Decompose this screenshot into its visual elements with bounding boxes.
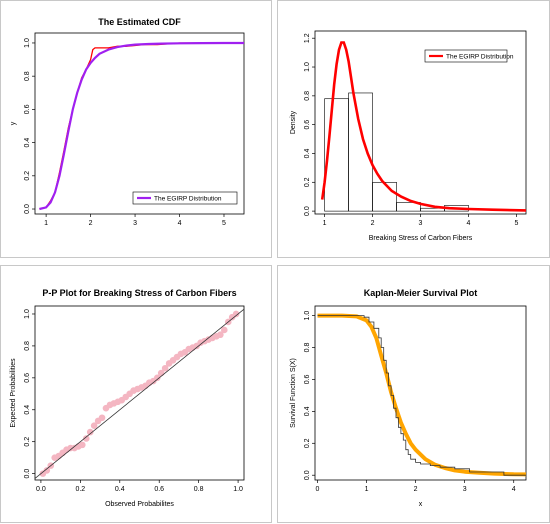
scatter-point xyxy=(79,441,86,449)
scatter-point xyxy=(220,326,228,334)
y-tick-label: 0.0 xyxy=(304,470,311,480)
x-tick-label: 1.0 xyxy=(233,486,243,493)
y-tick-label: 0.6 xyxy=(304,120,311,130)
x-tick-label: 1 xyxy=(323,220,327,227)
y-tick-label: 0.4 xyxy=(24,138,31,148)
y-tick-label: 0.0 xyxy=(24,204,31,214)
x-tick-label: 4 xyxy=(467,220,471,227)
x-tick-label: 0.8 xyxy=(194,486,204,493)
y-tick-label: 0.0 xyxy=(24,469,31,479)
histogram-bar xyxy=(396,202,421,212)
x-tick-label: 5 xyxy=(222,220,226,227)
x-tick-label: 0.6 xyxy=(154,486,164,493)
y-tick-label: 0.8 xyxy=(304,91,311,101)
y-tick-label: 0.2 xyxy=(304,438,311,448)
y-axis-label: y xyxy=(10,121,17,125)
y-tick-label: 1.2 xyxy=(304,33,311,43)
reference-line xyxy=(34,308,245,479)
scatter-point xyxy=(217,331,224,339)
x-tick-label: 2 xyxy=(414,486,418,493)
y-tick-label: 0.6 xyxy=(24,373,31,383)
x-tick-label: 2 xyxy=(371,220,375,227)
x-axis-label: Breaking Stress of Carbon Fibers xyxy=(369,235,473,242)
scatter-point xyxy=(82,435,90,442)
y-tick-label: 0.4 xyxy=(24,405,31,415)
plot-frame xyxy=(34,32,245,215)
y-tick-label: 0.0 xyxy=(304,206,311,216)
scatter-point xyxy=(86,428,94,436)
scatter-point xyxy=(90,422,98,430)
scatter-point xyxy=(43,467,51,474)
x-tick-label: 3 xyxy=(419,220,423,227)
x-tick-label: 2 xyxy=(89,220,93,227)
scatter-point xyxy=(161,364,169,372)
estimated-cdf-chart: 1 2 3 4 5 0.0 0.2 0.4 0.6 0.8 1.0 The Estimated CDF… xyxy=(10,17,245,227)
y-tick-label: 0.4 xyxy=(304,149,311,159)
series-step-kaplan-meier xyxy=(317,315,526,476)
x-tick-label: 4 xyxy=(512,486,516,493)
scatter-point xyxy=(98,414,106,422)
x-axis-label: Observed Probabilites xyxy=(105,501,174,508)
panel-density-histogram: 1 2 3 4 5 0.0 0.2 0.4 0.6 0.8 1.0 1.2 Breaking Stres… xyxy=(277,0,550,258)
plot-frame xyxy=(34,305,245,481)
y-tick-label: 0.8 xyxy=(24,71,31,81)
series-line-fitted-survival xyxy=(317,313,527,477)
series-line-egirp-density xyxy=(320,41,527,212)
x-axis-label: x xyxy=(419,501,423,508)
x-tick-label: 4 xyxy=(178,220,182,227)
y-tick-label: 0.4 xyxy=(304,406,311,416)
legend-box xyxy=(424,49,508,63)
x-tick-label: 0.0 xyxy=(36,486,46,493)
y-tick-label: 0.8 xyxy=(304,343,311,353)
y-axis-label: Density xyxy=(290,110,297,134)
y-axis-label: Expected Probabilities xyxy=(10,358,17,428)
histogram-bar xyxy=(348,92,373,212)
legend-label: The EGIRP Distribution xyxy=(154,196,222,203)
histogram-bar xyxy=(372,181,397,212)
scatter-point xyxy=(232,310,240,318)
chart-title: Kaplan-Meier Survival Plot xyxy=(364,288,478,298)
y-axis-label: Survival Function S(X) xyxy=(290,358,297,428)
y-tick-label: 1.0 xyxy=(304,311,311,321)
panel-estimated-cdf: 1 2 3 4 5 0.0 0.2 0.4 0.6 0.8 1.0 The Estimated CDF… xyxy=(0,0,272,258)
x-tick-label: 0.4 xyxy=(115,486,125,493)
x-tick-label: 3 xyxy=(133,220,137,227)
y-tick-label: 1.0 xyxy=(304,62,311,72)
y-tick-label: 0.6 xyxy=(304,374,311,384)
scatter-point xyxy=(153,374,161,382)
x-tick-label: 0.2 xyxy=(75,486,85,493)
x-tick-label: 0 xyxy=(316,486,320,493)
legend-box xyxy=(132,191,238,205)
panel-pp-plot: 0.0 0.2 0.4 0.6 0.8 1.0 0.0 0.2 0.4 0.6 0.8 1.0 P-P … xyxy=(0,265,272,523)
series-line-egirp xyxy=(39,41,244,211)
plot-frame xyxy=(314,305,527,481)
chart-title: The Estimated CDF xyxy=(98,17,181,27)
kaplan-meier-chart: 0 1 2 3 4 0.0 0.2 0.4 0.6 0.8 1.0 Kaplan-Meier Surv… xyxy=(290,288,527,508)
y-tick-label: 0.8 xyxy=(24,341,31,351)
y-tick-label: 1.0 xyxy=(24,309,31,319)
x-tick-label: 5 xyxy=(514,220,518,227)
y-tick-label: 0.2 xyxy=(24,171,31,181)
legend-label: The EGIRP Distribution xyxy=(446,54,514,61)
x-tick-label: 1 xyxy=(44,220,48,227)
y-tick-label: 1.0 xyxy=(24,38,31,48)
y-tick-label: 0.6 xyxy=(24,104,31,114)
x-tick-label: 1 xyxy=(365,486,369,493)
y-tick-label: 0.2 xyxy=(24,437,31,447)
density-histogram-chart: 1 2 3 4 5 0.0 0.2 0.4 0.6 0.8 1.0 1.2 Breaking Stres… xyxy=(290,30,527,242)
chart-title: P-P Plot for Breaking Stress of Carbon F… xyxy=(42,288,236,298)
y-tick-label: 0.2 xyxy=(304,177,311,187)
x-tick-label: 3 xyxy=(463,486,467,493)
pp-plot-chart: 0.0 0.2 0.4 0.6 0.8 1.0 0.0 0.2 0.4 0.6 0.8 1.0 P-P … xyxy=(10,288,245,508)
panel-kaplan-meier: 0 1 2 3 4 0.0 0.2 0.4 0.6 0.8 1.0 Kaplan-Meier Surv… xyxy=(277,265,550,523)
